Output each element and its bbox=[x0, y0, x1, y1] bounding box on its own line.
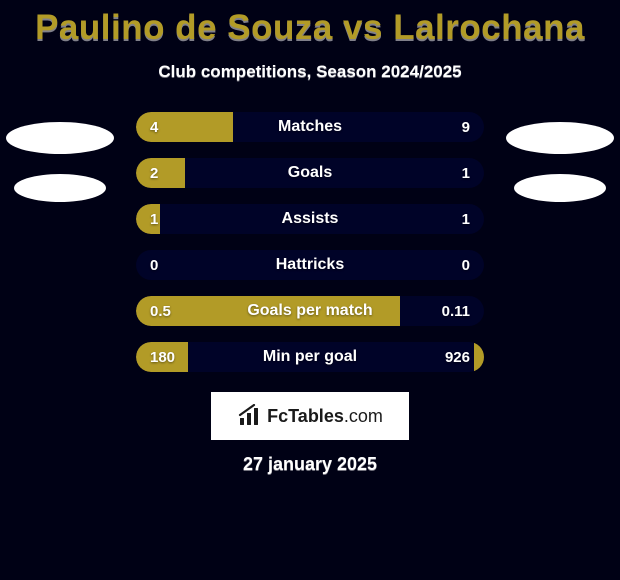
bar-label: Goals bbox=[136, 158, 484, 188]
player-ellipse-right-2 bbox=[506, 122, 614, 154]
stat-bar-hattricks: 00Hattricks bbox=[136, 250, 484, 280]
logo-text-light: .com bbox=[344, 406, 383, 426]
bar-label: Min per goal bbox=[136, 342, 484, 372]
infographic-container: Paulino de Souza vs Lalrochana Club comp… bbox=[0, 0, 620, 580]
stat-bar-assists: 11Assists bbox=[136, 204, 484, 234]
logo-text: FcTables.com bbox=[267, 406, 383, 427]
bars-group: 49Matches 21Goals 11Assists 00Hattricks 0.50… bbox=[136, 112, 484, 388]
player-ellipse-right-3 bbox=[514, 174, 606, 202]
stat-bar-min-per-goal: 180926Min per goal bbox=[136, 342, 484, 372]
bar-label: Goals per match bbox=[136, 296, 484, 326]
bar-label: Hattricks bbox=[136, 250, 484, 280]
chart-area: 49Matches 21Goals 11Assists 00Hattricks 0.50… bbox=[0, 112, 620, 380]
bar-label: Assists bbox=[136, 204, 484, 234]
stat-bar-goals-per-match: 0.50.11Goals per match bbox=[136, 296, 484, 326]
player-ellipse-left-0 bbox=[6, 122, 114, 154]
date-label: 27 january 2025 bbox=[0, 454, 620, 475]
subtitle: Club competitions, Season 2024/2025 bbox=[0, 62, 620, 82]
stat-bar-matches: 49Matches bbox=[136, 112, 484, 142]
stat-bar-goals: 21Goals bbox=[136, 158, 484, 188]
bar-label: Matches bbox=[136, 112, 484, 142]
logo-text-strong: FcTables bbox=[267, 406, 344, 426]
logo-badge: FcTables.com bbox=[211, 392, 409, 440]
fctables-logo-icon bbox=[237, 404, 261, 428]
page-title: Paulino de Souza vs Lalrochana bbox=[0, 0, 620, 48]
player-ellipse-left-1 bbox=[14, 174, 106, 202]
